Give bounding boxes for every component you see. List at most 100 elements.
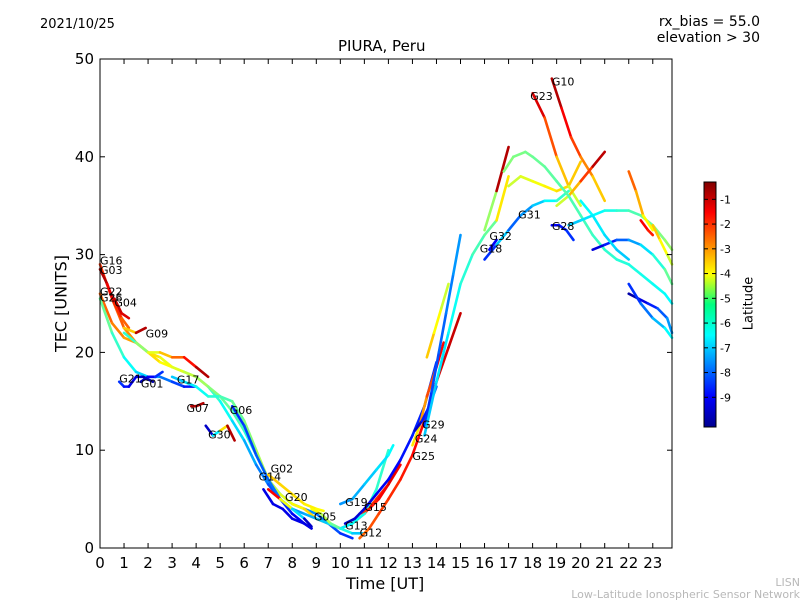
series-segment — [399, 453, 414, 481]
series-segment — [471, 233, 486, 256]
x-tick-label: 20 — [571, 554, 590, 572]
series-segment — [387, 458, 402, 481]
series-segment — [651, 223, 662, 242]
satellite-label: G24 — [415, 432, 438, 445]
series-g26b — [555, 150, 607, 207]
series-segment — [603, 233, 619, 252]
series-segment — [339, 522, 354, 530]
series-segment — [170, 365, 186, 374]
series-segment — [113, 302, 123, 320]
y-tick-label: 0 — [84, 539, 94, 557]
series-segment — [194, 365, 210, 379]
satellite-label: G32 — [489, 230, 512, 243]
rx-bias-label: rx_bias = 55.0 — [658, 14, 760, 30]
series-segment — [242, 424, 258, 457]
series-segment — [281, 507, 294, 520]
series-segment — [127, 375, 138, 388]
series-segment — [206, 385, 222, 398]
x-tick-label: 1 — [119, 554, 129, 572]
series-segment — [411, 424, 421, 447]
series-g03 — [98, 267, 131, 330]
series-segment — [182, 380, 198, 388]
plot-frame — [99, 58, 673, 549]
y-tick-label: 30 — [75, 246, 94, 264]
series-segment — [182, 370, 198, 379]
x-tick-label: 8 — [287, 554, 297, 572]
series-segment — [387, 478, 402, 501]
satellite-label: G25 — [412, 450, 435, 463]
series-segment — [290, 517, 306, 525]
series-segment — [569, 135, 582, 159]
series-segment — [459, 253, 474, 286]
series-g23b — [627, 170, 655, 232]
series-g30 — [204, 424, 236, 442]
y-tick-label: 50 — [75, 50, 94, 68]
x-tick-label: 23 — [643, 554, 662, 572]
colorbar-tick-label: -8 — [720, 367, 731, 380]
series-segment — [158, 360, 174, 369]
satellite-label: G16 — [100, 254, 123, 267]
series-segment — [204, 424, 215, 437]
series-segment — [524, 150, 534, 159]
series-segment — [230, 409, 246, 432]
series-segment — [339, 527, 354, 535]
series-segment — [153, 370, 164, 379]
series-segment — [435, 331, 450, 384]
series-g09b — [122, 326, 147, 335]
series-segment — [519, 204, 534, 217]
series-segment — [567, 160, 582, 188]
series-g20 — [266, 488, 313, 528]
series-segment — [567, 219, 582, 227]
series-segment — [531, 155, 546, 168]
date-label: 2021/10/25 — [40, 17, 115, 32]
x-tick-label: 13 — [403, 554, 422, 572]
series-g23c — [651, 223, 674, 266]
x-tick-label: 22 — [619, 554, 638, 572]
y-tick-label: 10 — [75, 441, 94, 459]
series-segment — [439, 282, 450, 310]
satellite-label: G13 — [345, 519, 368, 532]
series-g18b — [488, 238, 498, 252]
series-segment — [302, 517, 313, 528]
series-segment — [488, 238, 498, 252]
series-segment — [377, 497, 390, 516]
series-segment — [242, 419, 258, 452]
series-segment — [367, 512, 381, 530]
series-segment — [218, 399, 234, 423]
series-segment — [555, 155, 570, 188]
satellite-label: G15 — [364, 501, 387, 514]
x-tick-label: 7 — [263, 554, 273, 572]
series-segment — [430, 351, 441, 393]
series-segment — [543, 165, 558, 183]
series-segment — [302, 512, 318, 520]
series-segment — [663, 267, 674, 286]
series-segment — [375, 478, 390, 496]
series-segment — [495, 175, 510, 222]
series-segment — [437, 311, 448, 354]
x-tick-label: 21 — [595, 554, 614, 572]
series-segment — [120, 316, 131, 330]
series-segment — [627, 263, 643, 276]
series-g04 — [113, 297, 131, 320]
series-segment — [105, 282, 116, 305]
satellite-label: G12 — [360, 526, 383, 539]
series-segment — [113, 297, 123, 315]
series-segment — [665, 253, 674, 266]
series-segment — [543, 116, 558, 159]
series-segment — [637, 297, 650, 305]
series-segment — [146, 351, 162, 364]
series-segment — [651, 316, 667, 330]
series-segment — [339, 532, 354, 540]
series-segment — [122, 326, 138, 335]
satellite-label: G04 — [114, 296, 137, 309]
series-segment — [555, 179, 570, 198]
series-segment — [120, 311, 131, 320]
chart-title: PIURA, Peru — [338, 37, 426, 55]
series-segment — [230, 404, 246, 428]
series-g28 — [550, 223, 575, 242]
x-tick-label: 17 — [499, 554, 518, 572]
series-g14 — [262, 488, 313, 530]
y-axis-label: TEC [UNITS] — [51, 255, 71, 352]
series-segment — [564, 228, 575, 242]
